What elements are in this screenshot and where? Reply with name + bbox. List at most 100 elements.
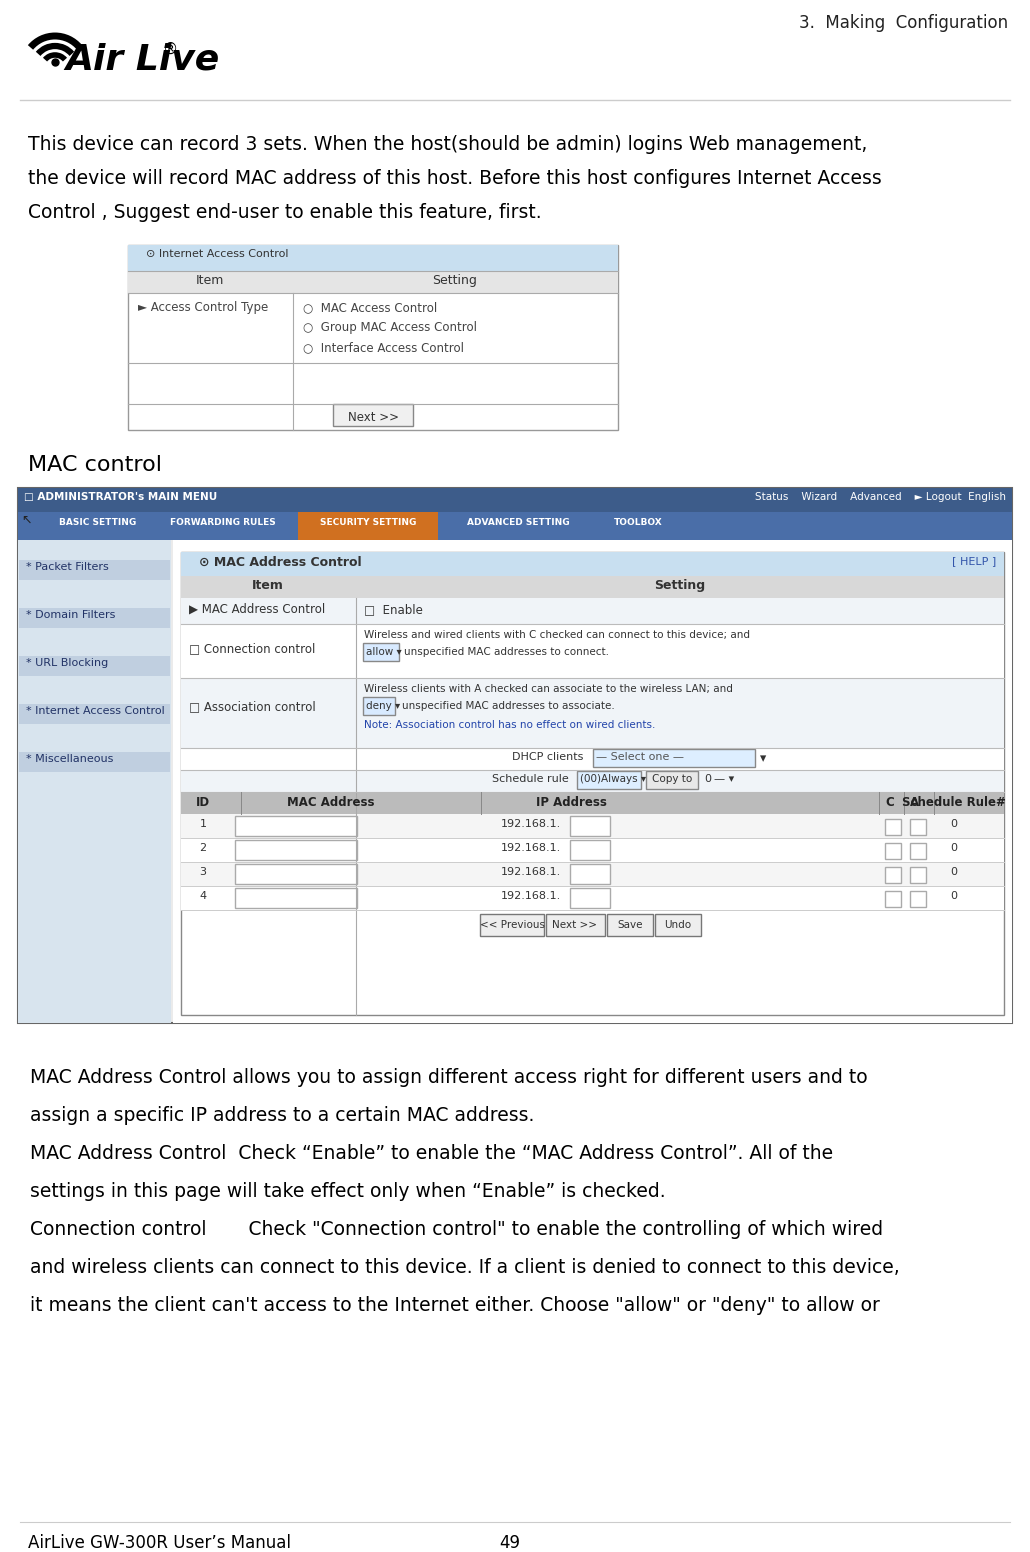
FancyBboxPatch shape [885, 868, 901, 883]
FancyBboxPatch shape [181, 748, 1004, 770]
Text: 2: 2 [200, 843, 207, 854]
Text: ADVANCED SETTING: ADVANCED SETTING [467, 518, 570, 528]
Text: 192.168.1.: 192.168.1. [501, 891, 561, 902]
FancyBboxPatch shape [909, 868, 926, 883]
Text: MAC control: MAC control [28, 455, 162, 475]
Text: Schedule rule: Schedule rule [492, 774, 569, 784]
FancyBboxPatch shape [363, 697, 394, 715]
FancyBboxPatch shape [570, 840, 610, 860]
Text: allow ▾: allow ▾ [366, 647, 402, 656]
FancyBboxPatch shape [607, 914, 653, 936]
Text: IP Address: IP Address [536, 796, 607, 809]
Text: MAC Address Control  Check “Enable” to enable the “MAC Address Control”. All of : MAC Address Control Check “Enable” to en… [30, 1144, 833, 1162]
Text: Item: Item [196, 275, 225, 287]
FancyBboxPatch shape [570, 816, 610, 837]
Text: unspecified MAC addresses to connect.: unspecified MAC addresses to connect. [404, 647, 609, 656]
FancyBboxPatch shape [173, 540, 1012, 1023]
FancyBboxPatch shape [655, 914, 701, 936]
Text: settings in this page will take effect only when “Enable” is checked.: settings in this page will take effect o… [30, 1183, 665, 1201]
Text: ○  MAC Access Control: ○ MAC Access Control [303, 301, 438, 314]
Text: 4: 4 [200, 891, 207, 902]
FancyBboxPatch shape [448, 512, 588, 540]
FancyBboxPatch shape [19, 560, 170, 580]
Text: 0: 0 [951, 843, 958, 854]
Text: Undo: Undo [664, 920, 691, 930]
Text: ▶ MAC Address Control: ▶ MAC Address Control [188, 604, 325, 616]
Text: ○  Interface Access Control: ○ Interface Access Control [303, 341, 464, 354]
FancyBboxPatch shape [181, 813, 1004, 838]
Text: AirLive GW-300R User’s Manual: AirLive GW-300R User’s Manual [28, 1533, 291, 1552]
Text: it means the client can't access to the Internet either. Choose "allow" or "deny: it means the client can't access to the … [30, 1296, 880, 1315]
FancyBboxPatch shape [128, 245, 618, 272]
FancyBboxPatch shape [19, 656, 170, 677]
Text: MAC Address: MAC Address [287, 796, 375, 809]
Text: 49: 49 [500, 1533, 520, 1552]
FancyBboxPatch shape [18, 512, 1012, 540]
Text: 192.168.1.: 192.168.1. [501, 843, 561, 854]
Text: TOOLBOX: TOOLBOX [614, 518, 662, 528]
Text: SECURITY SETTING: SECURITY SETTING [319, 518, 416, 528]
FancyBboxPatch shape [909, 843, 926, 858]
Text: Air Live: Air Live [65, 42, 219, 76]
FancyBboxPatch shape [235, 864, 357, 885]
FancyBboxPatch shape [48, 512, 148, 540]
Text: C: C [886, 796, 894, 809]
Text: □ Association control: □ Association control [188, 700, 316, 712]
Text: 3.  Making  Configuration: 3. Making Configuration [799, 14, 1008, 33]
Text: 192.168.1.: 192.168.1. [501, 819, 561, 829]
FancyBboxPatch shape [363, 643, 399, 661]
Text: ↖: ↖ [21, 514, 32, 528]
FancyBboxPatch shape [181, 553, 1004, 1015]
FancyBboxPatch shape [19, 753, 170, 771]
Text: 192.168.1.: 192.168.1. [501, 868, 561, 877]
FancyBboxPatch shape [181, 770, 1004, 792]
Text: Status    Wizard    Advanced    ► Logout  English: Status Wizard Advanced ► Logout English [755, 492, 1006, 501]
FancyBboxPatch shape [577, 771, 641, 788]
FancyBboxPatch shape [235, 840, 357, 860]
Text: (00)Always ▾: (00)Always ▾ [580, 774, 646, 784]
Text: * URL Blocking: * URL Blocking [26, 658, 108, 667]
FancyBboxPatch shape [128, 272, 618, 293]
Text: Next >>: Next >> [347, 411, 399, 424]
Text: ID: ID [196, 796, 210, 809]
Text: ○  Group MAC Access Control: ○ Group MAC Access Control [303, 321, 477, 334]
FancyBboxPatch shape [598, 512, 678, 540]
Text: Save: Save [617, 920, 643, 930]
Text: Setting: Setting [654, 579, 706, 591]
FancyBboxPatch shape [235, 888, 357, 908]
FancyBboxPatch shape [18, 540, 171, 1023]
Text: deny ▾: deny ▾ [366, 702, 401, 711]
Text: BASIC SETTING: BASIC SETTING [60, 518, 137, 528]
FancyBboxPatch shape [181, 598, 1004, 624]
Text: MAC Address Control allows you to assign different access right for different us: MAC Address Control allows you to assign… [30, 1068, 867, 1086]
Text: * Miscellaneous: * Miscellaneous [26, 754, 113, 764]
Text: ®: ® [163, 42, 178, 57]
Text: 0: 0 [951, 868, 958, 877]
Text: Next >>: Next >> [552, 920, 597, 930]
FancyBboxPatch shape [570, 864, 610, 885]
Text: 0: 0 [703, 774, 711, 784]
Text: assign a specific IP address to a certain MAC address.: assign a specific IP address to a certai… [30, 1107, 535, 1125]
FancyBboxPatch shape [181, 838, 1004, 861]
FancyBboxPatch shape [19, 705, 170, 723]
Text: ⊙ MAC Address Control: ⊙ MAC Address Control [199, 556, 362, 570]
Text: — ▾: — ▾ [714, 774, 734, 784]
Text: Control , Suggest end-user to enable this feature, first.: Control , Suggest end-user to enable thi… [28, 203, 542, 222]
Text: * Internet Access Control: * Internet Access Control [26, 706, 165, 715]
Text: unspecified MAC addresses to associate.: unspecified MAC addresses to associate. [402, 702, 615, 711]
Text: Copy to: Copy to [652, 774, 692, 784]
Text: 3: 3 [200, 868, 206, 877]
FancyBboxPatch shape [570, 888, 610, 908]
FancyBboxPatch shape [181, 576, 1004, 598]
FancyBboxPatch shape [480, 914, 544, 936]
FancyBboxPatch shape [885, 891, 901, 906]
FancyBboxPatch shape [885, 843, 901, 858]
Text: □  Enable: □ Enable [364, 604, 423, 616]
FancyBboxPatch shape [333, 404, 413, 425]
FancyBboxPatch shape [298, 512, 438, 540]
FancyBboxPatch shape [181, 553, 1004, 576]
FancyBboxPatch shape [18, 487, 1012, 1023]
FancyBboxPatch shape [181, 886, 1004, 909]
Text: Item: Item [252, 579, 284, 591]
FancyBboxPatch shape [593, 750, 755, 767]
